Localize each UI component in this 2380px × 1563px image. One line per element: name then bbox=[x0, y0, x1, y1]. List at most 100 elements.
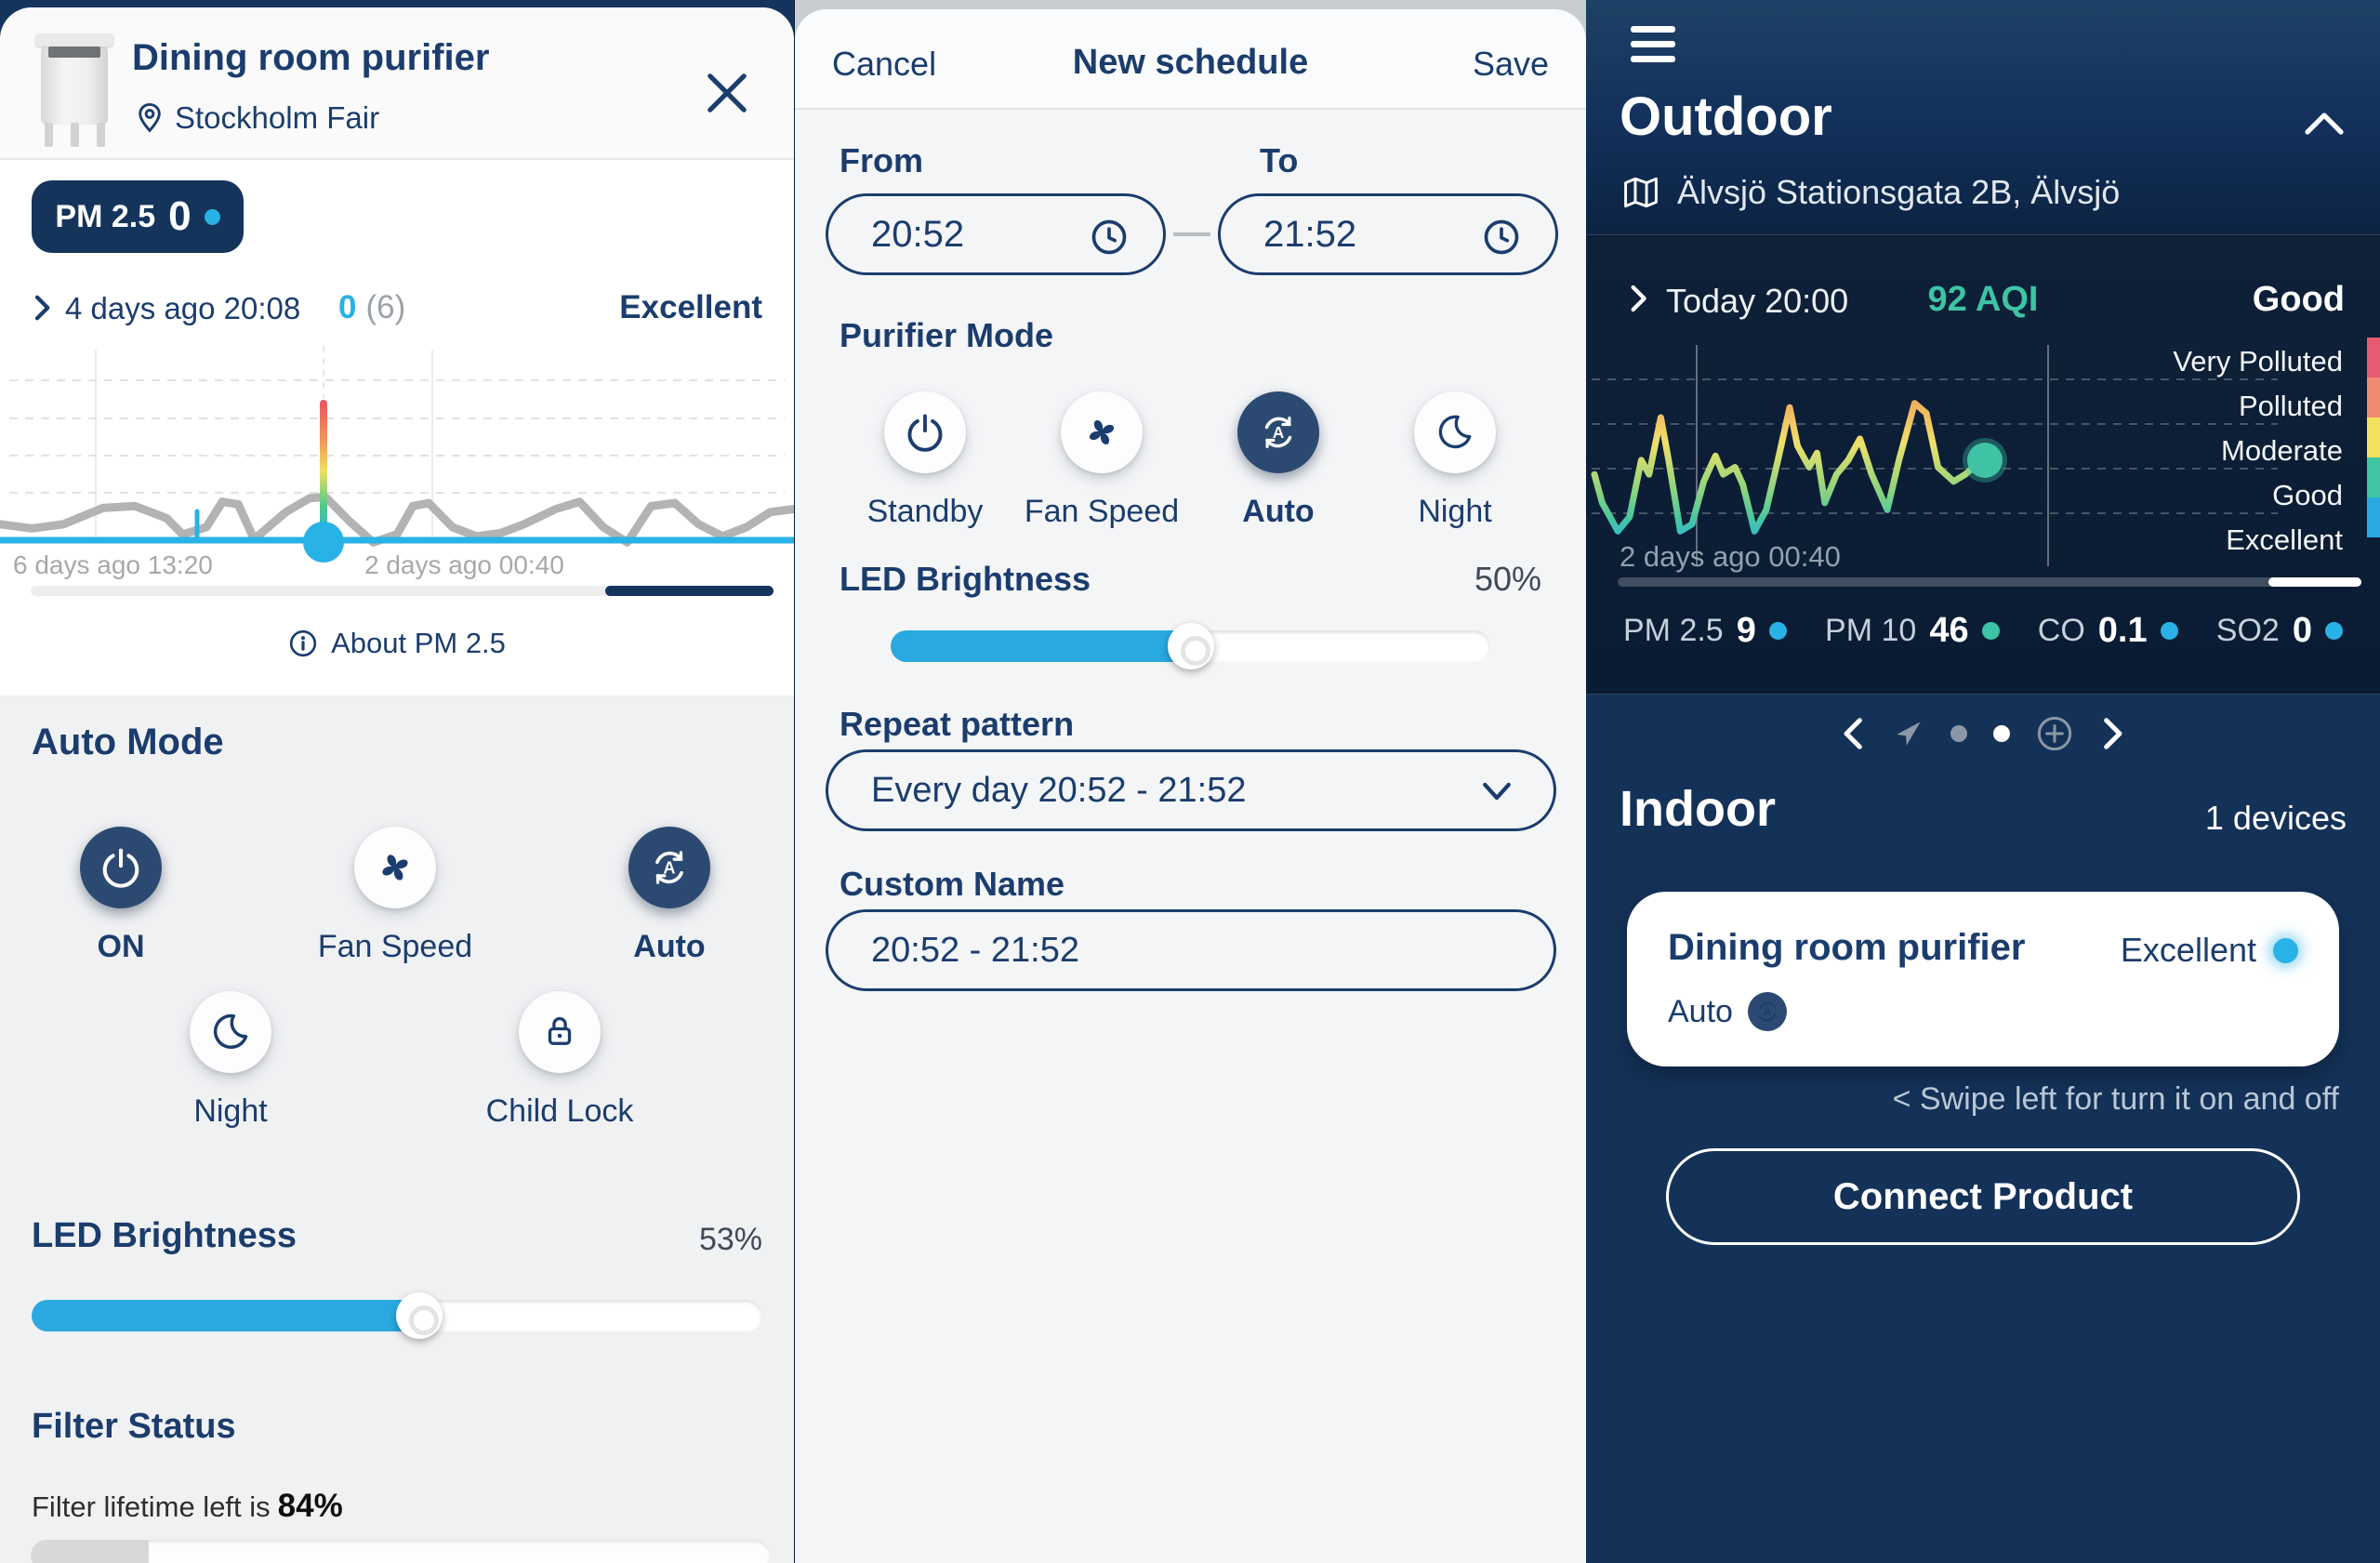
info-icon bbox=[289, 629, 317, 657]
device-location-row: Stockholm Fair bbox=[136, 100, 379, 136]
schedule-mode-night[interactable]: Night bbox=[1367, 391, 1543, 530]
slider-thumb[interactable] bbox=[1167, 623, 1214, 669]
repeat-pattern-label: Repeat pattern bbox=[840, 705, 1075, 743]
add-location-icon[interactable] bbox=[2036, 715, 2073, 752]
mode-button-on[interactable]: ON bbox=[28, 827, 214, 965]
reading-status: Excellent bbox=[619, 289, 762, 325]
metric-co[interactable]: CO 0.1 bbox=[2038, 607, 2178, 654]
device-title: Dining room purifier bbox=[132, 37, 490, 78]
current-point-marker[interactable] bbox=[1967, 443, 2003, 478]
chevron-right-icon[interactable] bbox=[32, 294, 52, 322]
aqi-category-label: Moderate bbox=[2221, 434, 2343, 467]
led-brightness-slider[interactable] bbox=[891, 623, 1490, 669]
map-icon bbox=[1624, 177, 1658, 208]
to-label: To bbox=[1260, 141, 1299, 179]
custom-name-label: Custom Name bbox=[840, 865, 1065, 903]
outdoor-aqi-chart[interactable] bbox=[1586, 334, 2380, 568]
purifier-photo bbox=[28, 19, 121, 147]
to-time-field[interactable]: 21:52 bbox=[1218, 193, 1558, 275]
chevron-left-icon[interactable] bbox=[1841, 716, 1867, 751]
pm25-badge-dot bbox=[204, 208, 220, 225]
slider-thumb[interactable] bbox=[395, 1292, 443, 1339]
outdoor-address-row[interactable]: Älvsjö Stationsgata 2B, Älvsjö bbox=[1621, 173, 2120, 212]
page-dot[interactable] bbox=[1950, 725, 1967, 742]
filter-lifetime-value: 84% bbox=[277, 1488, 343, 1524]
swipe-hint: < Swipe left for turn it on and off bbox=[1892, 1081, 2339, 1117]
repeat-pattern-select[interactable]: Every day 20:52 - 21:52 bbox=[826, 749, 1556, 831]
outdoor-reading-row: Today 20:00 92 AQI Good bbox=[1586, 278, 2380, 323]
chart-scrollbar[interactable] bbox=[1618, 577, 2361, 587]
chevron-down-icon bbox=[1483, 782, 1511, 801]
led-brightness-value: 50% bbox=[1474, 560, 1541, 598]
power-icon bbox=[80, 827, 162, 908]
chevron-up-icon[interactable] bbox=[2302, 110, 2347, 138]
aqi-history-line bbox=[1591, 400, 1985, 535]
led-brightness-slider[interactable] bbox=[32, 1292, 762, 1339]
schedule-title: New schedule bbox=[1072, 43, 1309, 82]
from-label: From bbox=[840, 141, 923, 179]
about-pm25-link[interactable]: About PM 2.5 bbox=[0, 627, 794, 660]
device-location: Stockholm Fair bbox=[175, 100, 380, 135]
repeat-pattern-value: Every day 20:52 - 21:52 bbox=[871, 770, 1247, 810]
fan-icon bbox=[1061, 391, 1143, 473]
mode-button-night[interactable]: Night bbox=[138, 991, 324, 1130]
led-brightness-heading: LED Brightness bbox=[32, 1216, 298, 1255]
indoor-devices-count: 1 devices bbox=[2204, 799, 2347, 837]
lock-icon bbox=[519, 991, 601, 1073]
auto-icon: A bbox=[1237, 391, 1319, 473]
mode-label: Fan Speed bbox=[317, 929, 473, 964]
purifier-mode-heading: Purifier Mode bbox=[840, 316, 1054, 354]
mode-label: Night bbox=[193, 1093, 268, 1129]
chart-scrub-handle[interactable] bbox=[303, 522, 344, 563]
pm25-history-line bbox=[0, 493, 794, 547]
moon-icon bbox=[1414, 391, 1496, 473]
chevron-right-icon[interactable] bbox=[2099, 716, 2125, 751]
current-location-icon[interactable] bbox=[1893, 718, 1924, 749]
controls-section: Auto Mode ON Fan Speed A bbox=[0, 695, 794, 1563]
location-pin-icon bbox=[139, 102, 161, 133]
schedule-mode-auto[interactable]: A Auto bbox=[1190, 391, 1367, 530]
mode-button-auto[interactable]: A Auto bbox=[576, 827, 762, 965]
mode-button-fan-speed[interactable]: Fan Speed bbox=[302, 827, 488, 965]
reading-time: 4 days ago 20:08 bbox=[65, 291, 301, 325]
metric-pm10[interactable]: PM 10 46 bbox=[1825, 607, 2000, 654]
connect-product-button[interactable]: Connect Product bbox=[1666, 1148, 2300, 1245]
cancel-button[interactable]: Cancel bbox=[832, 45, 937, 83]
power-icon bbox=[884, 391, 966, 473]
mode-label: Fan Speed bbox=[1024, 494, 1180, 529]
metric-pm25[interactable]: PM 2.5 9 bbox=[1623, 607, 1787, 654]
to-time-value: 21:52 bbox=[1263, 213, 1357, 255]
device-card[interactable]: Dining room purifier Excellent Auto A bbox=[1627, 892, 2339, 1066]
outdoor-address: Älvsjö Stationsgata 2B, Älvsjö bbox=[1677, 173, 2121, 211]
clock-icon bbox=[1091, 219, 1127, 255]
aqi-color-scale bbox=[2367, 338, 2380, 537]
metric-so2[interactable]: SO2 0 bbox=[2216, 607, 2343, 654]
fan-icon bbox=[354, 827, 436, 908]
close-icon[interactable] bbox=[703, 69, 751, 117]
custom-name-input[interactable]: 20:52 - 21:52 bbox=[826, 909, 1556, 991]
auto-icon: A bbox=[1747, 992, 1787, 1031]
from-time-field[interactable]: 20:52 bbox=[826, 193, 1166, 275]
device-detail-panel: Dining room purifier Stockholm Fair PM 2… bbox=[0, 0, 794, 1563]
save-button[interactable]: Save bbox=[1472, 45, 1549, 83]
auto-icon: A bbox=[628, 827, 710, 908]
x-axis-label: 2 days ago 00:40 bbox=[1620, 540, 1841, 573]
chevron-right-icon[interactable] bbox=[1627, 284, 1649, 313]
mode-label: ON bbox=[97, 929, 145, 964]
pollutant-metrics-row: PM 2.5 9 PM 10 46 CO 0.1 SO2 0 bbox=[1623, 607, 2343, 654]
device-header: Dining room purifier Stockholm Fair bbox=[0, 7, 794, 160]
menu-icon[interactable] bbox=[1631, 26, 1675, 71]
chart-scrollbar[interactable] bbox=[31, 586, 774, 596]
filter-lifetime-bar bbox=[31, 1540, 771, 1563]
page-dot-active[interactable] bbox=[1993, 725, 2010, 742]
mode-button-child-lock[interactable]: Child Lock bbox=[467, 991, 653, 1130]
schedule-mode-standby[interactable]: Standby bbox=[837, 391, 1013, 530]
svg-text:A: A bbox=[663, 859, 675, 878]
pm25-badge[interactable]: PM 2.5 0 bbox=[32, 180, 244, 253]
schedule-mode-fan-speed[interactable]: Fan Speed bbox=[1013, 391, 1190, 530]
outdoor-title: Outdoor bbox=[1620, 86, 1832, 147]
filter-lifetime-text: Filter lifetime left is 84% bbox=[32, 1488, 343, 1524]
reading-count: (6) bbox=[365, 289, 406, 325]
pm25-history-chart[interactable] bbox=[0, 342, 794, 575]
